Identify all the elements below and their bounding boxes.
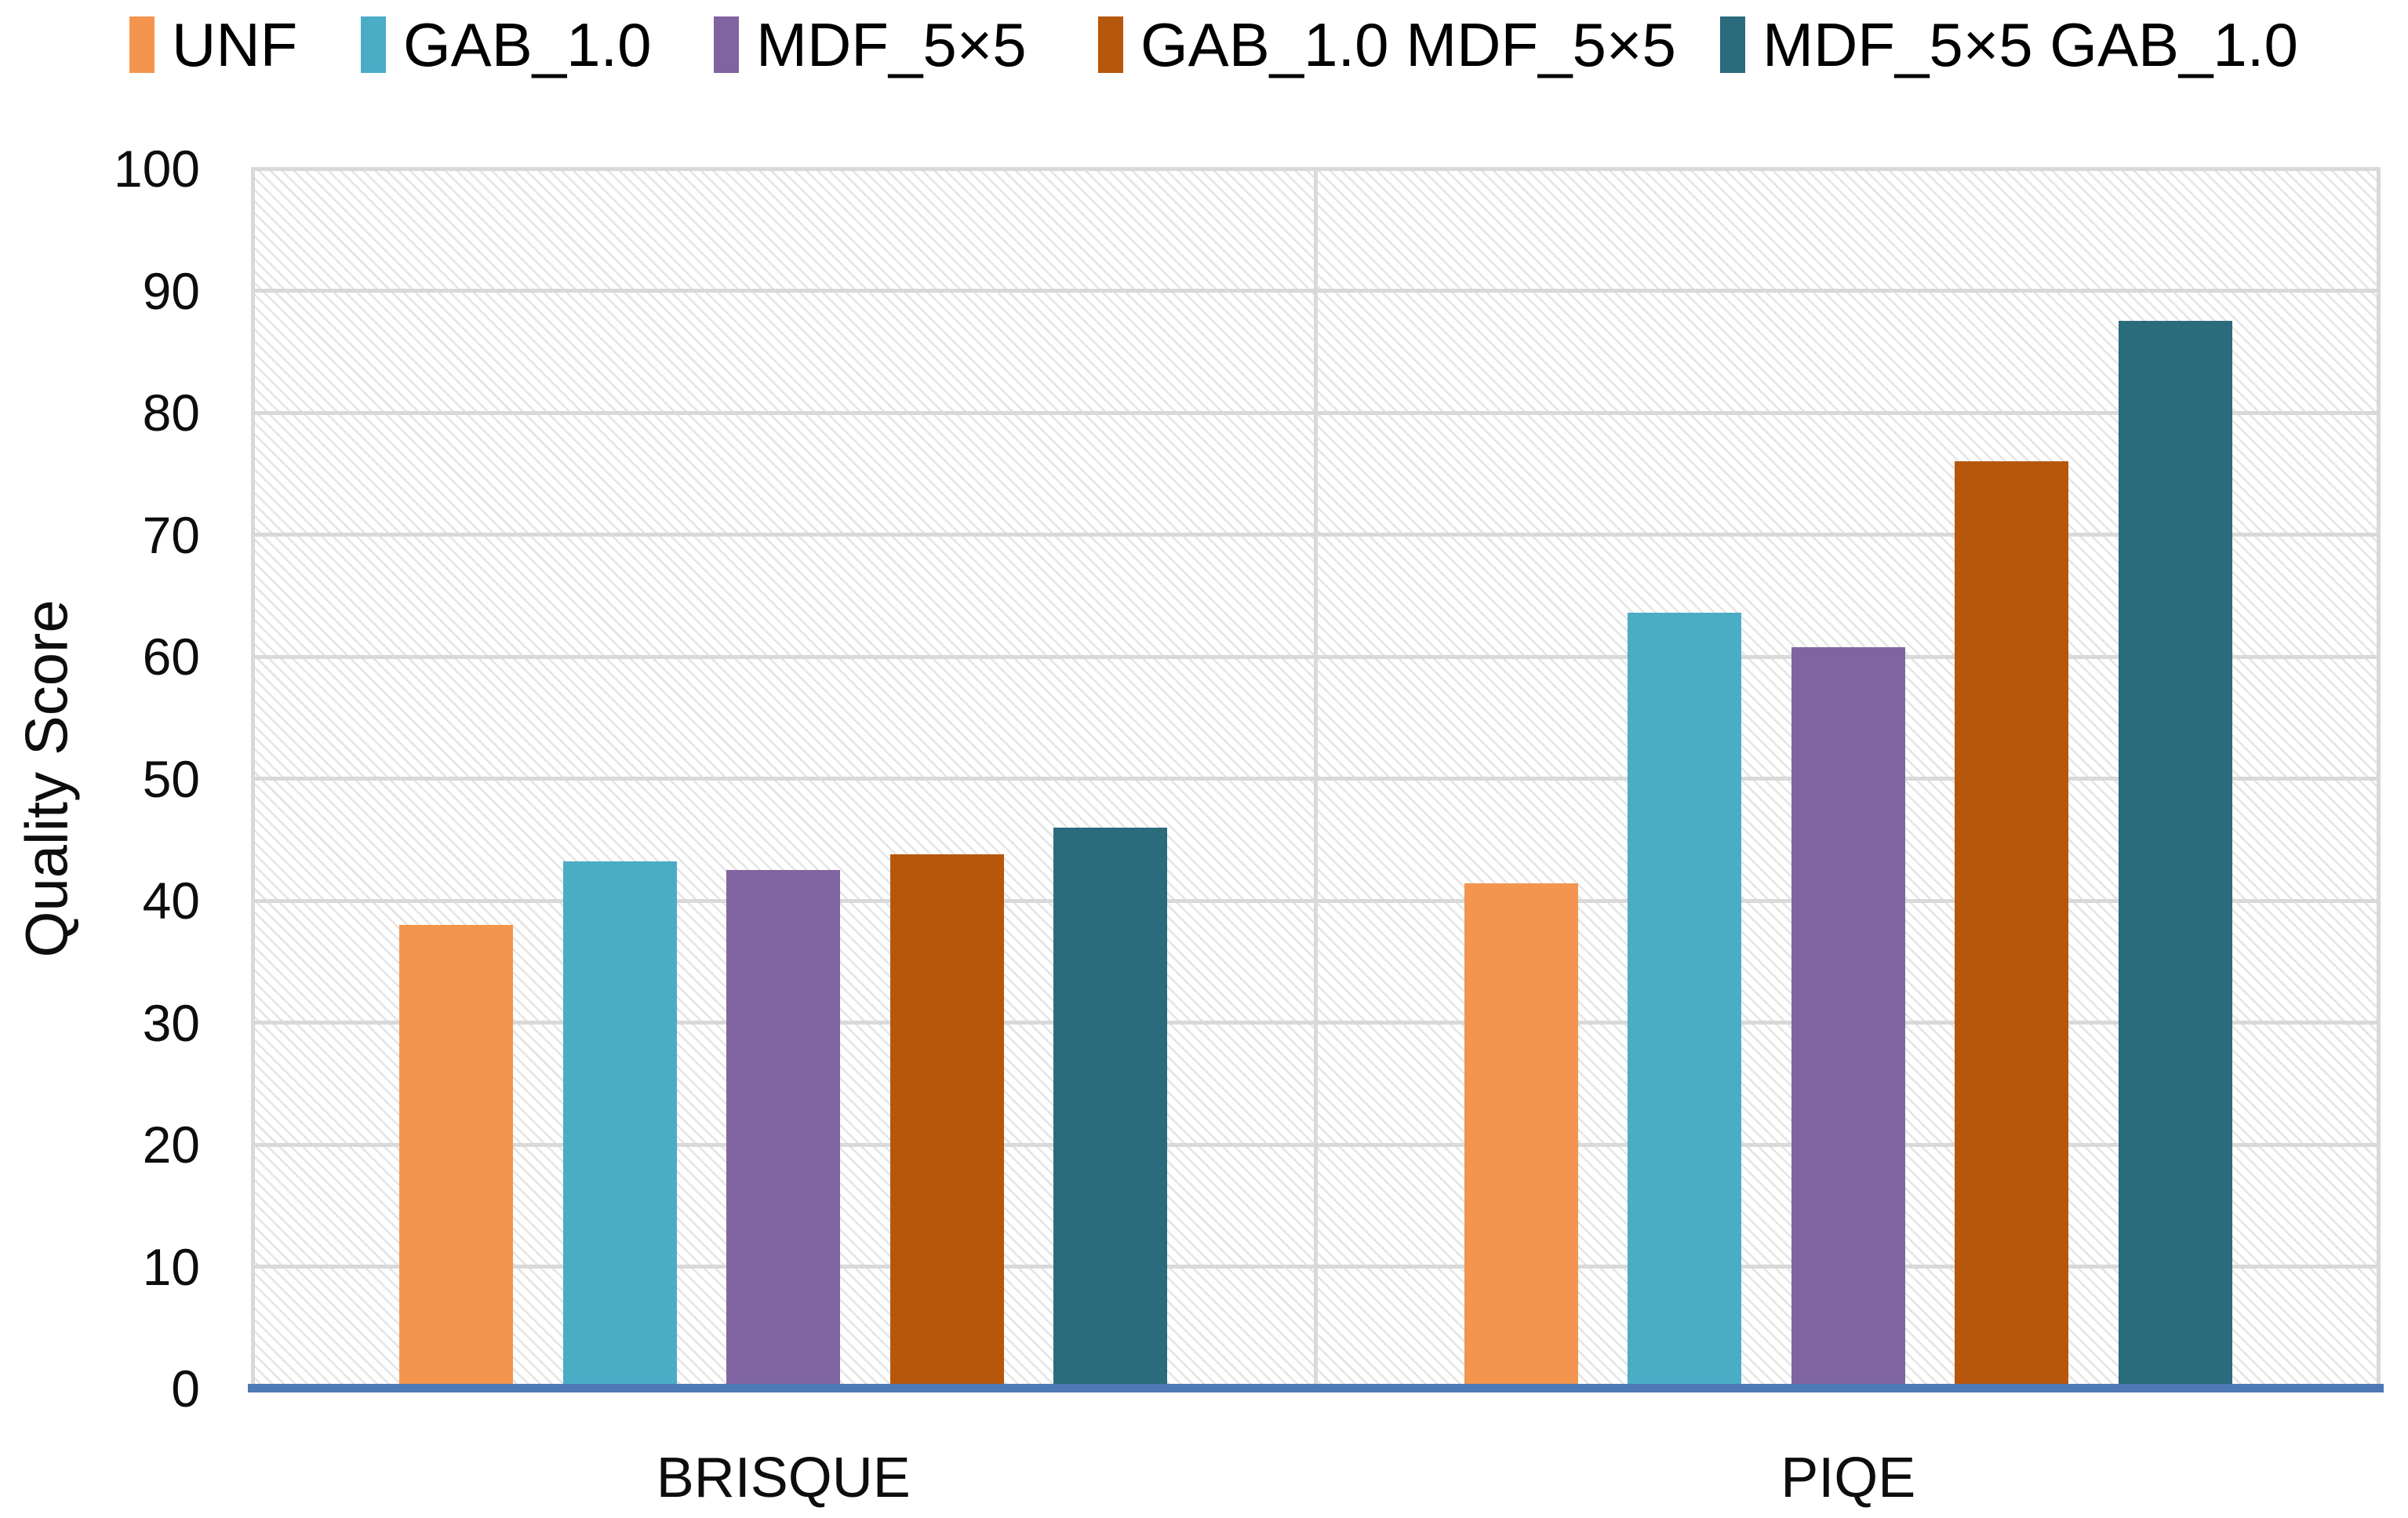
legend-label: GAB_1.0 xyxy=(403,10,652,79)
y-tick-label-100: 100 xyxy=(113,140,200,198)
legend-label: MDF_5×5 GAB_1.0 xyxy=(1762,10,2298,79)
legend-swatch-mdf-5-5 xyxy=(714,16,739,73)
bar-brisque-mdf-5-5-gab-1-0 xyxy=(1053,827,1168,1389)
y-tick-label-60: 60 xyxy=(142,628,200,686)
bar-piqe-mdf-5-5-gab-1-0 xyxy=(2118,321,2232,1389)
legend-swatch-unf xyxy=(129,16,155,73)
legend-item-mdf-5-5-gab-1-0: MDF_5×5 GAB_1.0 xyxy=(1720,14,2298,75)
y-tick-label-20: 20 xyxy=(142,1116,200,1174)
bar-brisque-gab-1-0 xyxy=(562,861,677,1389)
bar-brisque-gab-1-0-mdf-5-5 xyxy=(889,854,1004,1389)
x-axis-category-label-brisque: BRISQUE xyxy=(656,1447,911,1509)
category-divider-line xyxy=(1314,169,1318,1389)
legend-item-gab-1-0-mdf-5-5: GAB_1.0 MDF_5×5 xyxy=(1098,14,1676,75)
bar-piqe-mdf-5-5 xyxy=(1791,646,1905,1389)
bar-brisque-mdf-5-5 xyxy=(726,870,841,1389)
legend-label: UNF xyxy=(172,10,298,79)
chart-legend: UNF GAB_1.0 MDF_5×5 GAB_1.0 MDF_5×5 MDF_5×5 … xyxy=(0,0,2408,118)
x-axis-category-label-piqe: PIQE xyxy=(1781,1447,1916,1509)
y-tick-label-90: 90 xyxy=(142,261,200,320)
legend-item-mdf-5-5: MDF_5×5 xyxy=(714,14,1027,75)
legend-swatch-gab-1-0 xyxy=(361,16,386,73)
legend-label: MDF_5×5 xyxy=(756,10,1027,79)
y-tick-label-50: 50 xyxy=(142,749,200,808)
bar-piqe-gab-1-0-mdf-5-5 xyxy=(1955,461,2069,1389)
legend-swatch-gab-1-0-mdf-5-5 xyxy=(1098,16,1123,73)
bar-piqe-gab-1-0 xyxy=(1628,613,1742,1389)
x-axis-line xyxy=(248,1384,2384,1392)
y-tick-label-0: 0 xyxy=(171,1360,200,1418)
legend-item-unf: UNF xyxy=(129,14,297,75)
y-tick-label-10: 10 xyxy=(142,1237,200,1296)
y-tick-label-80: 80 xyxy=(142,384,200,442)
y-tick-label-40: 40 xyxy=(142,872,200,930)
bar-piqe-unf xyxy=(1464,883,1578,1389)
legend-swatch-mdf-5-5-gab-1-0 xyxy=(1720,16,1745,73)
y-tick-label-70: 70 xyxy=(142,505,200,564)
legend-item-gab-1-0: GAB_1.0 xyxy=(361,14,652,75)
legend-label: GAB_1.0 MDF_5×5 xyxy=(1140,10,1676,79)
bar-brisque-unf xyxy=(399,925,514,1389)
y-tick-label-30: 30 xyxy=(142,993,200,1052)
